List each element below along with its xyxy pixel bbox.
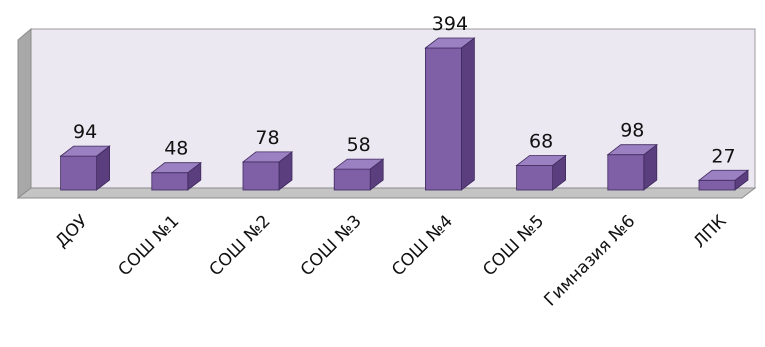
bar-front — [151, 172, 189, 191]
category-label: СОШ №4 — [388, 211, 457, 280]
category-axis: ДОУ СОШ №1 СОШ №2 СОШ №3 СОШ №4 СОШ №5Гимнази… — [52, 211, 731, 310]
category-label: СОШ №2 — [206, 211, 275, 280]
bar — [150, 161, 202, 191]
data-label: 58 — [347, 134, 371, 156]
bar — [606, 143, 658, 191]
floor — [16, 187, 757, 199]
bar-front — [424, 47, 462, 191]
category-label: СОШ №1 — [115, 211, 184, 280]
category-label: ЛПК — [690, 211, 731, 252]
bar — [424, 37, 476, 191]
category-label: СОШ №3 — [297, 211, 366, 280]
bar-front — [60, 155, 97, 191]
data-label: 94 — [73, 121, 97, 143]
bar-top — [59, 145, 111, 157]
category-label: СОШ №5 — [479, 211, 548, 280]
category-label: Гимназия №6 — [540, 211, 639, 310]
bar — [333, 158, 385, 191]
bar — [515, 154, 567, 191]
data-label: 27 — [711, 145, 735, 167]
data-labels: 94 48 78 58 394 68 98 27 — [73, 13, 736, 167]
data-label: 78 — [255, 127, 279, 149]
data-label: 98 — [620, 120, 644, 142]
bar-front — [333, 168, 371, 191]
bar-top — [150, 162, 202, 174]
data-label: 68 — [529, 130, 553, 152]
bar-front — [242, 161, 280, 191]
bar-top — [241, 151, 294, 163]
bar-top — [697, 169, 750, 181]
bar-front — [698, 179, 736, 191]
bar-top — [333, 158, 385, 170]
bar-top — [606, 144, 658, 156]
category-label: ДОУ — [52, 211, 93, 252]
side-wall — [17, 27, 32, 200]
bar-series — [59, 37, 750, 191]
bar — [697, 169, 750, 191]
bar — [59, 145, 111, 191]
chart-walls — [16, 27, 757, 200]
bar — [241, 151, 294, 191]
bar-top — [424, 37, 476, 49]
data-label: 48 — [164, 138, 188, 160]
data-label: 394 — [432, 13, 468, 35]
bar-front — [607, 154, 645, 191]
bar-side — [460, 37, 475, 191]
bar-front — [516, 165, 553, 191]
bar-top — [515, 155, 567, 166]
